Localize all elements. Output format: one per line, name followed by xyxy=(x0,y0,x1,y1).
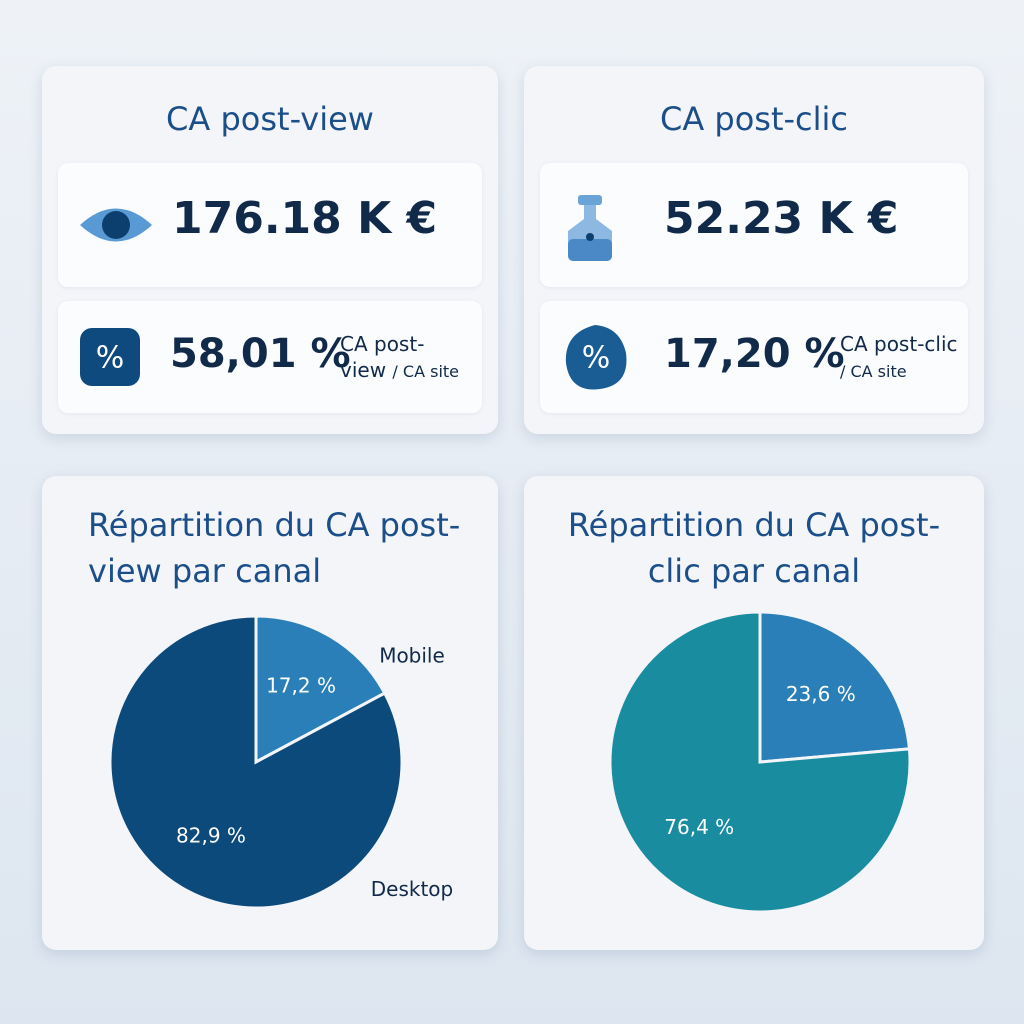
desc: CA post-view xyxy=(340,332,425,382)
pie-slice xyxy=(758,610,912,764)
svg-text:%: % xyxy=(582,341,611,376)
chart-title: Répartition du CA post-view par canal xyxy=(88,506,461,590)
kpi-card: CA post-view 176.18 K € % 58,01 % CA pos… xyxy=(42,66,498,434)
pie-card: Répartition du CA post-view par canal 17… xyxy=(42,476,498,950)
percent-icon: % xyxy=(80,328,140,386)
percent: 58,01 % xyxy=(170,331,351,377)
percent-desc: CA post-clic / CA site xyxy=(840,331,960,385)
pie-chart: 17,2 % Mobile 82,9 % Desktop xyxy=(108,614,453,910)
svg-text:%: % xyxy=(96,341,125,376)
desc-base: / CA site xyxy=(392,362,459,381)
percent-row: % 58,01 % CA post-view / CA site xyxy=(58,301,482,413)
bottle-icon xyxy=(568,195,612,261)
card-title: CA post-clic xyxy=(659,100,849,138)
card-title: CA post-view xyxy=(166,100,374,138)
amount: 52.23 K € xyxy=(664,193,899,244)
pie-slice xyxy=(108,614,404,910)
slice-label: 23,6 % xyxy=(786,682,856,706)
pie-slice xyxy=(608,610,912,914)
slice-label: 82,9 % xyxy=(176,824,246,848)
slice-label: 76,4 % xyxy=(664,815,734,839)
percent-desc: CA post-view / CA site xyxy=(340,331,460,385)
desc-base: / CA site xyxy=(840,362,907,381)
percent-icon: % xyxy=(565,325,627,390)
amount: 176.18 K € xyxy=(172,193,438,244)
percent-row: % 17,20 % CA post-clic / CA site xyxy=(540,301,968,413)
pie-slice xyxy=(254,614,387,765)
slice-label: 17,2 % xyxy=(266,673,336,697)
pie-chart: 23,6 % 76,4 % xyxy=(608,610,912,914)
pie-card: Répartition du CA post-clic par canal 23… xyxy=(524,476,984,950)
desc: CA post-clic xyxy=(840,332,958,356)
chart-title: Répartition du CA post-clic par canal xyxy=(567,506,941,590)
amount-row: 176.18 K € xyxy=(58,163,482,287)
legend-label: Mobile xyxy=(379,643,445,667)
percent: 17,20 % xyxy=(664,331,845,377)
kpi-card: CA post-clic 52.23 K € % 17,20 % CA post… xyxy=(524,66,984,434)
legend-label: Desktop xyxy=(371,877,453,901)
amount-row: 52.23 K € xyxy=(540,163,968,287)
eye-icon xyxy=(80,208,152,242)
